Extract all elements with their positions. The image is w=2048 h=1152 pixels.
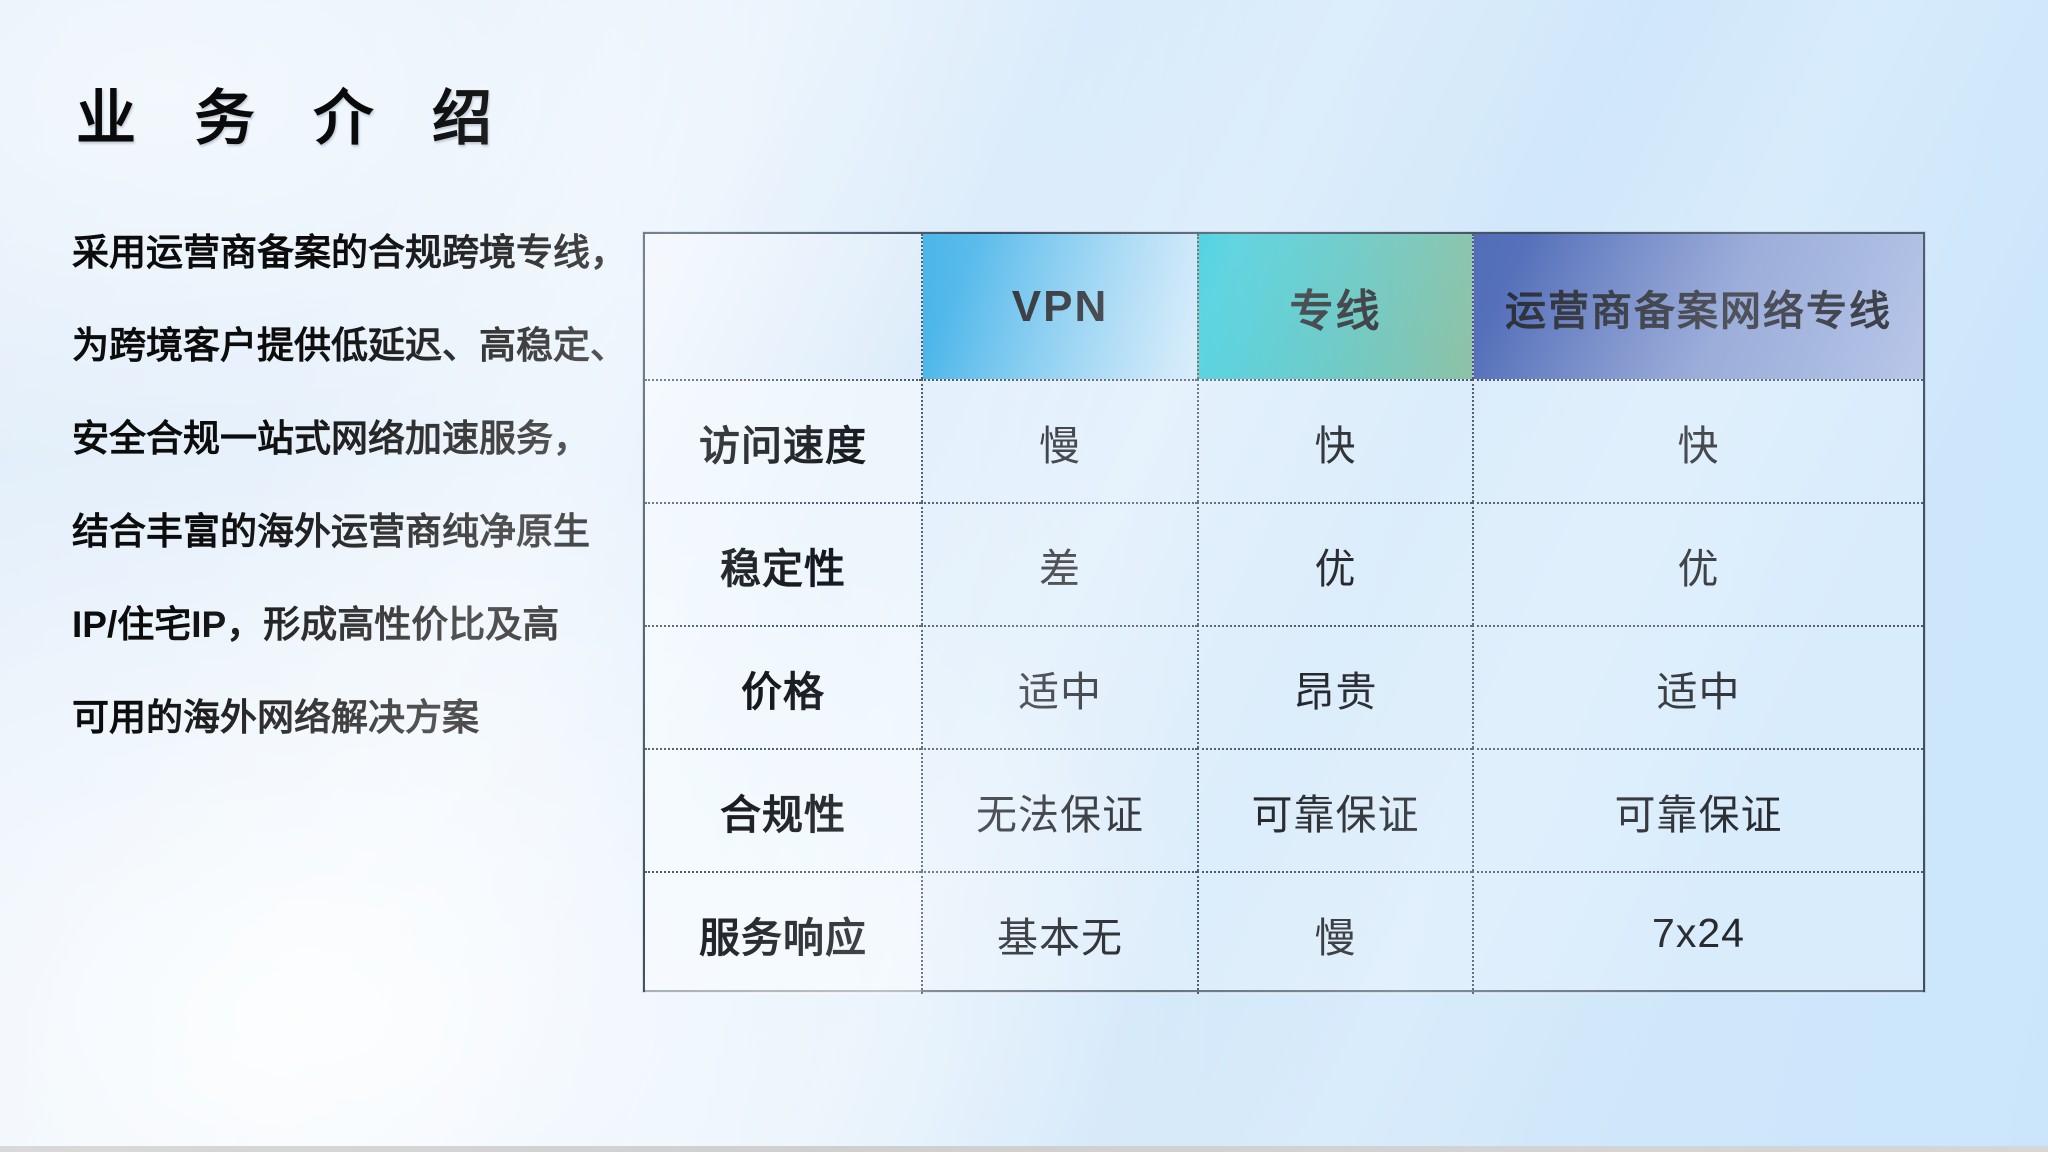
intro-line-4: 结合丰富的海外运营商纯净原生 xyxy=(72,511,590,552)
page-title: 业 务 介 绍 xyxy=(76,85,514,152)
intro-paragraph: 采用运营商备案的合规跨境专线， 为跨境客户提供低延迟、高稳定、 安全合规一站式网… xyxy=(72,206,632,764)
value-access-speed-carrier: 快 xyxy=(1472,379,1923,502)
row-label-compliance: 合规性 xyxy=(645,748,921,871)
intro-line-1: 采用运营商备案的合规跨境专线， xyxy=(72,232,627,273)
value-compliance-dedicated: 可靠保证 xyxy=(1197,748,1472,871)
value-access-speed-dedicated: 快 xyxy=(1197,379,1472,502)
table-header-dedicated-line-label: 专线 xyxy=(1289,286,1382,336)
value-price-dedicated: 昂贵 xyxy=(1197,625,1472,748)
row-label-service-response: 服务响应 xyxy=(645,871,921,994)
value-compliance-vpn: 无法保证 xyxy=(921,748,1197,871)
row-label-text: 访问速度 xyxy=(699,422,867,469)
row-label-text: 服务响应 xyxy=(699,914,867,961)
value-text: 7x24 xyxy=(1652,910,1745,956)
row-label-stability: 稳定性 xyxy=(645,502,921,625)
table-header-vpn: VPN xyxy=(921,234,1197,379)
value-stability-vpn: 差 xyxy=(921,502,1197,625)
value-service-response-vpn: 基本无 xyxy=(921,871,1197,994)
value-price-vpn: 适中 xyxy=(921,625,1197,748)
value-text: 昂贵 xyxy=(1293,668,1378,715)
intro-line-5: IP/住宅IP，形成高性价比及高 xyxy=(72,604,560,645)
value-stability-dedicated: 优 xyxy=(1197,502,1472,625)
value-text: 快 xyxy=(1314,422,1357,469)
table-header-carrier-line: 运营商备案网络专线 xyxy=(1472,234,1923,379)
value-text: 优 xyxy=(1677,545,1720,592)
value-text: 差 xyxy=(1039,545,1081,592)
value-service-response-dedicated: 慢 xyxy=(1197,871,1472,994)
value-text: 基本无 xyxy=(997,914,1123,961)
value-text: 慢 xyxy=(1039,422,1081,469)
row-label-access-speed: 访问速度 xyxy=(645,379,921,502)
value-text: 慢 xyxy=(1314,914,1357,961)
intro-line-6: 可用的海外网络解决方案 xyxy=(72,697,479,738)
row-label-text: 价格 xyxy=(741,668,825,715)
value-text: 优 xyxy=(1314,545,1357,592)
comparison-table: VPN 专线 运营商备案网络专线 访问速度 慢 快 快 稳定性 差 优 优 价格… xyxy=(643,232,1925,994)
table-header-vpn-label: VPN xyxy=(1011,281,1109,331)
value-text: 适中 xyxy=(1656,668,1741,715)
slide-bottom-edge xyxy=(0,1146,2048,1152)
value-price-carrier: 适中 xyxy=(1472,625,1923,748)
row-label-text: 稳定性 xyxy=(720,545,846,592)
value-service-response-carrier: 7x24 xyxy=(1472,871,1923,994)
value-text: 适中 xyxy=(1018,668,1102,715)
table-header-dedicated-line: 专线 xyxy=(1197,234,1472,379)
intro-line-2: 为跨境客户提供低延迟、高稳定、 xyxy=(72,325,627,366)
value-text: 可靠保证 xyxy=(1251,791,1420,838)
value-text: 快 xyxy=(1677,422,1720,469)
table-header-empty-cell xyxy=(645,234,921,379)
value-compliance-carrier: 可靠保证 xyxy=(1472,748,1923,871)
value-access-speed-vpn: 慢 xyxy=(921,379,1197,502)
table-header-carrier-line-label: 运营商备案网络专线 xyxy=(1505,287,1892,334)
row-label-price: 价格 xyxy=(645,625,921,748)
intro-line-3: 安全合规一站式网络加速服务， xyxy=(72,418,590,459)
value-text: 无法保证 xyxy=(976,791,1144,838)
row-label-text: 合规性 xyxy=(720,791,846,838)
value-stability-carrier: 优 xyxy=(1472,502,1923,625)
value-text: 可靠保证 xyxy=(1614,791,1783,838)
